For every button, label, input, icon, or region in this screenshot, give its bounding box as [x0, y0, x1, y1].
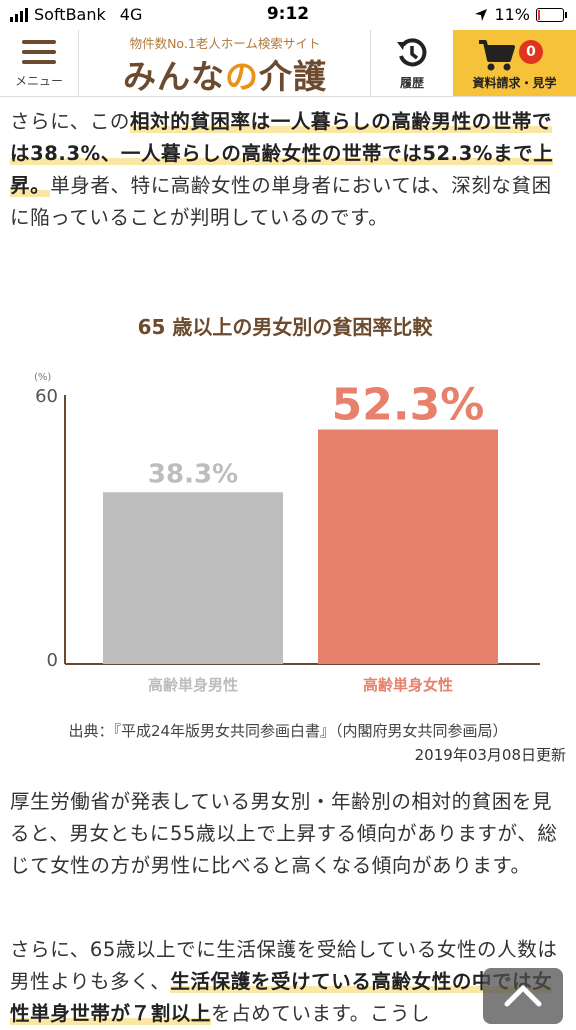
cart-icon	[479, 40, 515, 71]
battery-percent: 11%	[494, 5, 530, 24]
article-paragraph-3: さらに、65歳以上でに生活保護を受給している女性の人数は男性よりも多く、生活保護…	[10, 938, 558, 1025]
chart-source: 出典：『平成24年版男女共同参画白書』（内閣府男女共同参画局）	[68, 722, 508, 740]
site-logo[interactable]: 物件数No.1老人ホーム検索サイト みんなの介護	[80, 30, 370, 96]
cart-label: 資料請求・見学	[472, 76, 557, 90]
menu-button[interactable]: メニュー	[0, 30, 79, 96]
scroll-to-top-button[interactable]	[483, 968, 563, 1024]
history-label: 履歴	[399, 76, 424, 90]
article-paragraph-1: さらに、この相対的貧困率は一人暮らしの高齢男性の世帯では38.3%、一人暮らしの…	[10, 110, 554, 229]
logo-text: みんなの介護	[123, 57, 327, 96]
request-cart-button[interactable]: 0 資料請求・見学	[453, 30, 576, 96]
bar-male	[103, 492, 283, 664]
signal-icon	[10, 7, 28, 22]
logo-subtitle: 物件数No.1老人ホーム検索サイト	[129, 36, 321, 51]
category-label: 高齢単身女性	[363, 676, 453, 694]
bar-value-label: 38.3%	[148, 459, 238, 489]
history-icon	[397, 38, 427, 67]
location-arrow-icon	[475, 8, 488, 21]
carrier: SoftBank	[34, 5, 106, 24]
y-tick-zero: 0	[47, 650, 58, 671]
updated-date: 2019年03月08日更新	[414, 746, 566, 764]
y-tick-max: 60	[35, 386, 58, 407]
bar-value-label: 52.3%	[332, 380, 485, 431]
poverty-rate-chart: 65 歳以上の男女別の貧困率比較 (%) 60 0 38.3% 高齢単身男性 52.…	[34, 315, 540, 694]
menu-label: メニュー	[14, 74, 63, 88]
history-button[interactable]: 履歴	[370, 30, 453, 96]
category-label: 高齢単身男性	[148, 676, 238, 694]
bar-female	[318, 429, 498, 664]
battery-icon	[536, 7, 567, 22]
status-bar: SoftBank 4G 9:12 11%	[0, 0, 576, 30]
hamburger-icon	[22, 40, 56, 70]
y-axis-unit: (%)	[34, 372, 51, 383]
network-type: 4G	[119, 5, 143, 24]
chevron-up-icon	[504, 985, 542, 1007]
cart-count-badge: 0	[519, 40, 543, 64]
clock: 9:12	[266, 4, 310, 24]
chart-title: 65 歳以上の男女別の貧困率比較	[138, 315, 434, 339]
site-header: メニュー 物件数No.1老人ホーム検索サイト みんなの介護 履歴 0 資料請求・…	[0, 30, 576, 97]
article-paragraph-2: 厚生労働省が発表している男女別・年齢別の相対的貧困を見ると、男女ともに55歳以上…	[10, 790, 558, 877]
